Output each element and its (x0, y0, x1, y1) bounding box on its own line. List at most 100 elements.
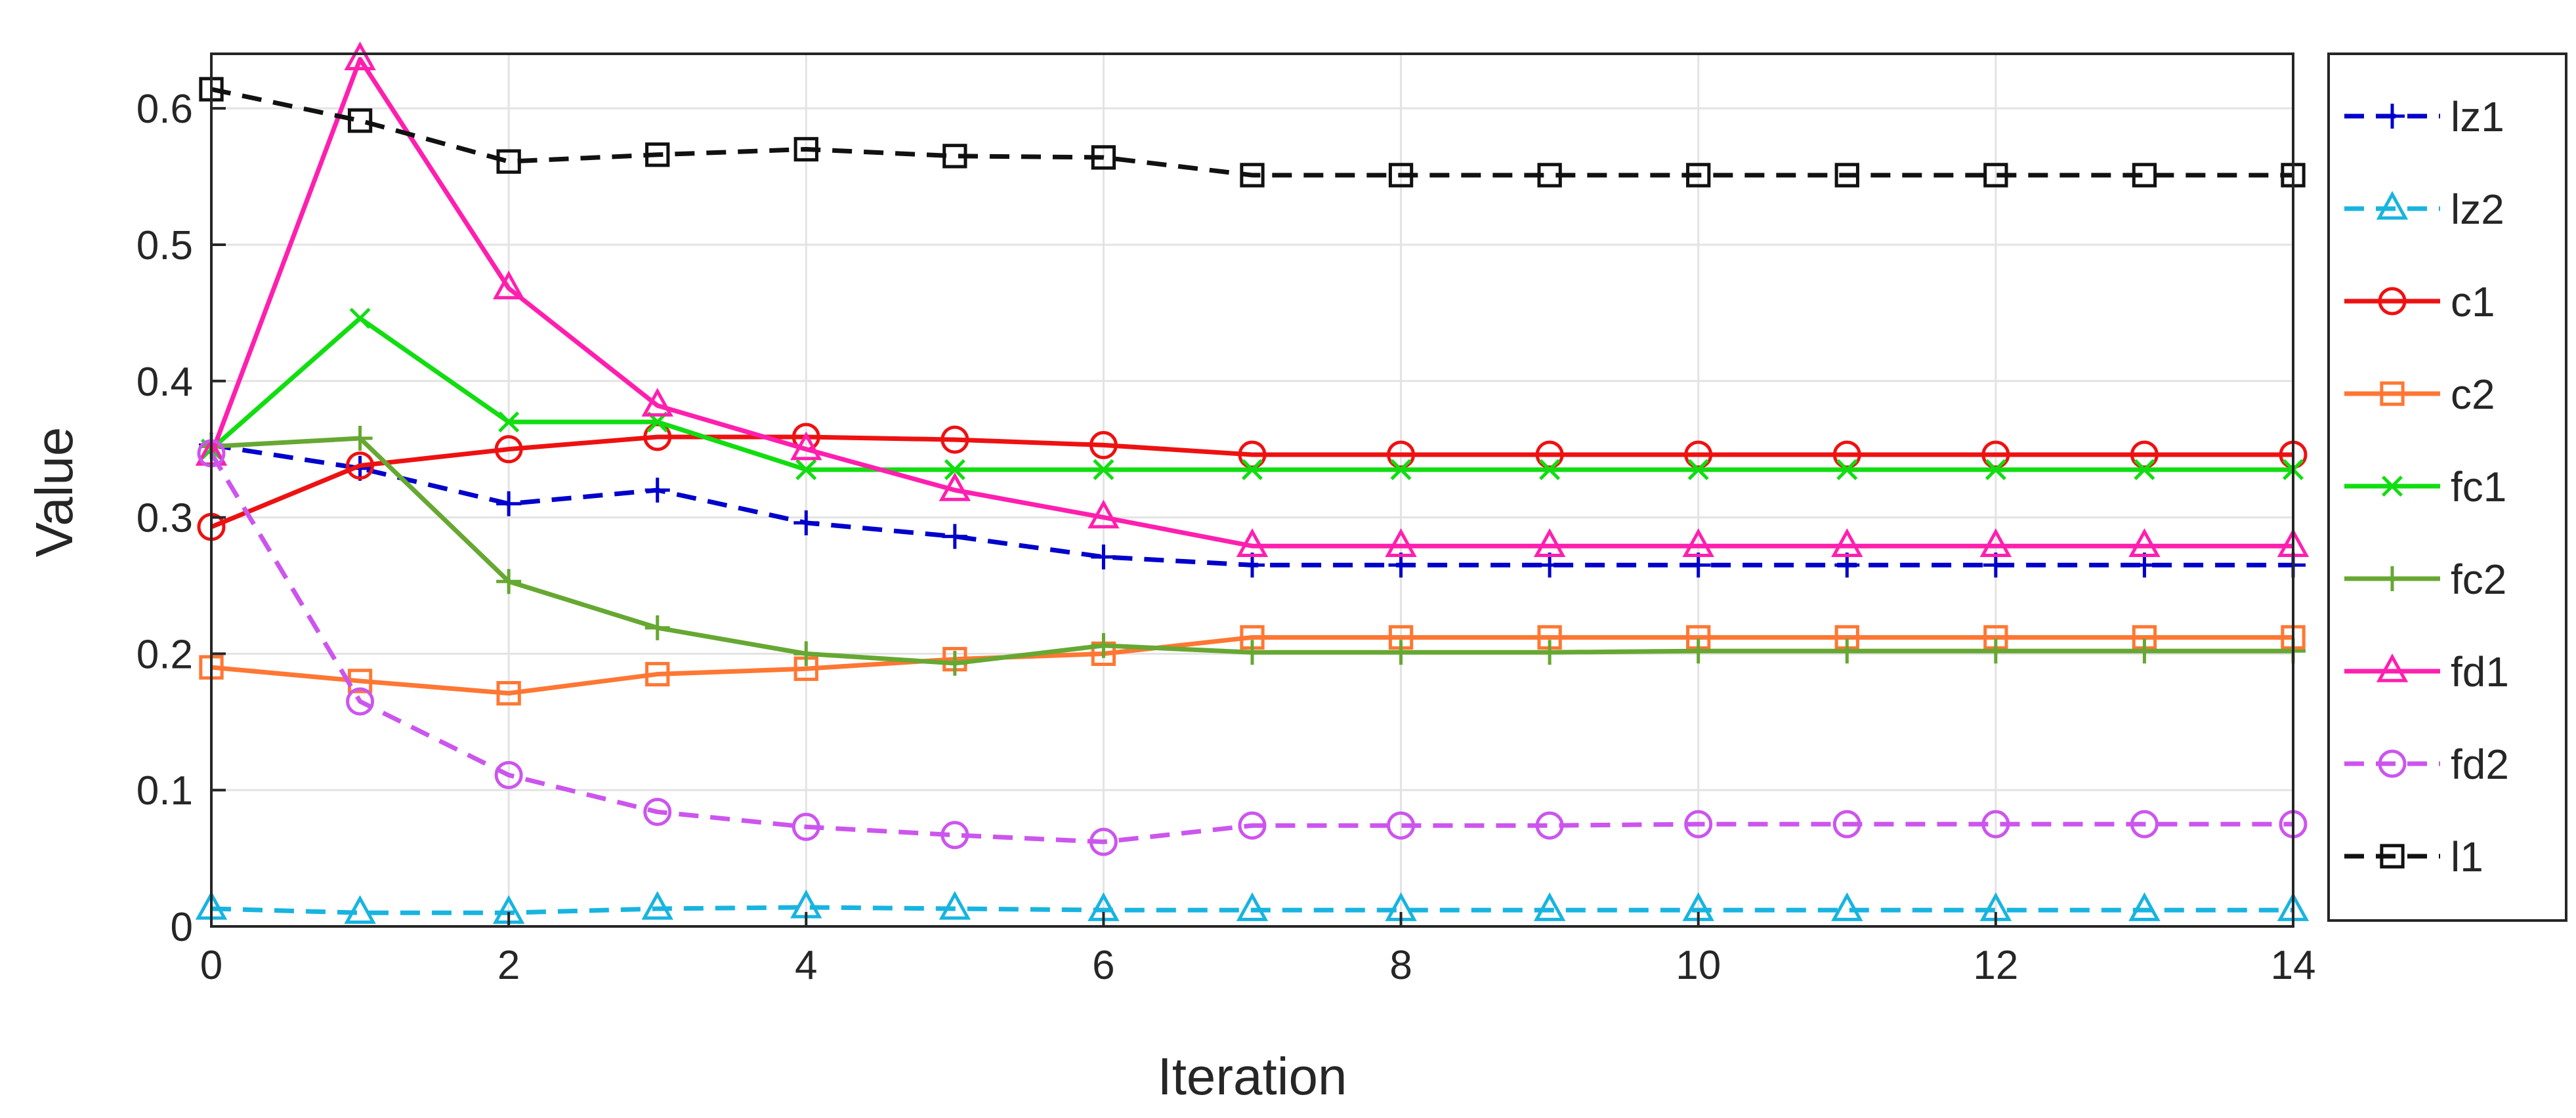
data-point-fc2 (1834, 638, 1860, 664)
y-tick-label: 0.1 (137, 768, 193, 814)
data-point-c1 (1387, 440, 1416, 469)
series-line-fc2 (211, 436, 2293, 666)
data-point-fc1 (795, 459, 817, 480)
data-point-c1 (346, 451, 375, 480)
legend-item-fd1: fd1 (2344, 648, 2509, 695)
series-line-l1 (211, 87, 2293, 178)
data-point-c1 (1981, 440, 2010, 469)
series-c1 (197, 423, 2308, 541)
y-tick-label: 0.3 (137, 496, 193, 541)
legend: lz1 lz2 c1 c2 fc1 fc2 fd1 fd2 l1 (2327, 52, 2567, 922)
data-point-c1 (1089, 430, 1118, 459)
data-point-c1 (1684, 440, 1713, 469)
y-tick-label: 0.2 (137, 632, 193, 677)
data-point-l1 (1983, 163, 2008, 188)
legend-swatch-marker (2380, 844, 2405, 869)
series-lz2 (195, 889, 2310, 924)
data-point-fc1 (1093, 459, 1114, 480)
data-point-l1 (942, 144, 967, 169)
data-point-fc2 (1537, 640, 1563, 665)
data-point-fd2 (940, 821, 969, 850)
x-tick-label: 0 (200, 943, 222, 988)
data-point-lz1 (942, 524, 967, 549)
data-point-fc1 (1241, 459, 1263, 480)
data-point-fc2 (2132, 638, 2157, 664)
legend-swatch-marker (2380, 566, 2405, 591)
legend-item-c1: c1 (2344, 278, 2495, 325)
data-point-fd1 (790, 431, 822, 461)
legend-label: lz2 (2451, 186, 2504, 233)
legend-label: l1 (2451, 833, 2483, 880)
x-axis-ticks: 0 2 4 6 8 10 12 14 (200, 912, 2316, 988)
data-point-fd1 (939, 472, 971, 501)
legend-label: lz1 (2451, 93, 2504, 140)
legend-item-lz1: lz1 (2344, 93, 2504, 140)
data-point-fc1 (498, 411, 520, 433)
series-c2 (199, 625, 2306, 706)
data-point-fd2 (346, 687, 375, 716)
data-point-l1 (2132, 163, 2157, 188)
legend-label: fc1 (2451, 463, 2506, 510)
data-point-lz2 (939, 890, 971, 920)
series-fd2 (197, 439, 2308, 856)
legend-item-c2: c2 (2344, 371, 2495, 418)
data-point-fd1 (492, 270, 525, 300)
y-tick-label: 0.6 (137, 87, 193, 132)
x-tick-label: 8 (1389, 943, 1412, 988)
data-point-c1 (940, 425, 969, 454)
y-axis-ticks: 0 0.1 0.2 0.3 0.4 0.5 0.6 (137, 87, 226, 950)
data-point-c1 (2130, 440, 2159, 469)
legend-item-fc2: fc2 (2344, 556, 2506, 603)
data-point-fd2 (1089, 827, 1118, 856)
data-point-fc2 (1685, 638, 1711, 664)
data-point-fc1 (2134, 459, 2155, 480)
x-tick-label: 14 (2271, 943, 2316, 988)
data-point-c2 (645, 661, 670, 687)
data-point-fd2 (1832, 810, 1861, 838)
data-point-l1 (793, 136, 818, 162)
legend-swatch-marker (2380, 381, 2405, 406)
data-point-l1 (1388, 163, 1414, 188)
data-point-fd2 (494, 760, 523, 789)
data-point-fd2 (2130, 810, 2159, 838)
data-point-fd1 (1533, 528, 1566, 557)
data-point-l1 (347, 108, 373, 133)
data-point-c2 (496, 680, 521, 706)
legend-label: c1 (2451, 278, 2495, 325)
legend-swatch-marker (2381, 475, 2403, 497)
data-point-fc1 (944, 459, 965, 480)
data-point-fc2 (1091, 632, 1116, 658)
data-point-fc2 (644, 615, 670, 640)
data-point-fd1 (344, 41, 376, 71)
data-point-fd2 (1238, 811, 1267, 840)
data-point-lz2 (1236, 892, 1269, 921)
data-point-l1 (1834, 163, 1859, 188)
data-point-fc1 (1390, 459, 1412, 480)
data-point-fc2 (496, 569, 522, 594)
legend-item-l1: l1 (2344, 833, 2483, 880)
data-point-fd1 (1087, 499, 1120, 529)
data-point-fd2 (643, 797, 672, 826)
legend-swatch-marker (2376, 190, 2409, 220)
data-point-lz1 (1091, 544, 1116, 569)
data-point-l1 (1537, 163, 1562, 188)
data-point-lz2 (1533, 892, 1566, 921)
series-line-c1 (210, 434, 2293, 529)
data-point-fc1 (1985, 459, 2006, 480)
y-axis-label: Value (25, 427, 83, 558)
data-point-lz1 (496, 491, 522, 516)
data-point-lz1 (644, 478, 670, 503)
data-point-fc2 (1388, 640, 1414, 665)
series-fc1 (200, 308, 2304, 480)
data-point-fc1 (1836, 459, 1858, 480)
data-point-fd1 (641, 388, 673, 417)
data-point-c1 (494, 435, 523, 464)
plot-frame (210, 52, 2294, 928)
data-point-fc2 (1983, 638, 2008, 664)
data-point-fd2 (1981, 810, 2010, 838)
legend-item-fd2: fd2 (2344, 741, 2509, 788)
legend-item-lz2: lz2 (2344, 186, 2504, 233)
data-point-fd1 (1831, 528, 1863, 557)
data-point-fc1 (349, 308, 371, 329)
